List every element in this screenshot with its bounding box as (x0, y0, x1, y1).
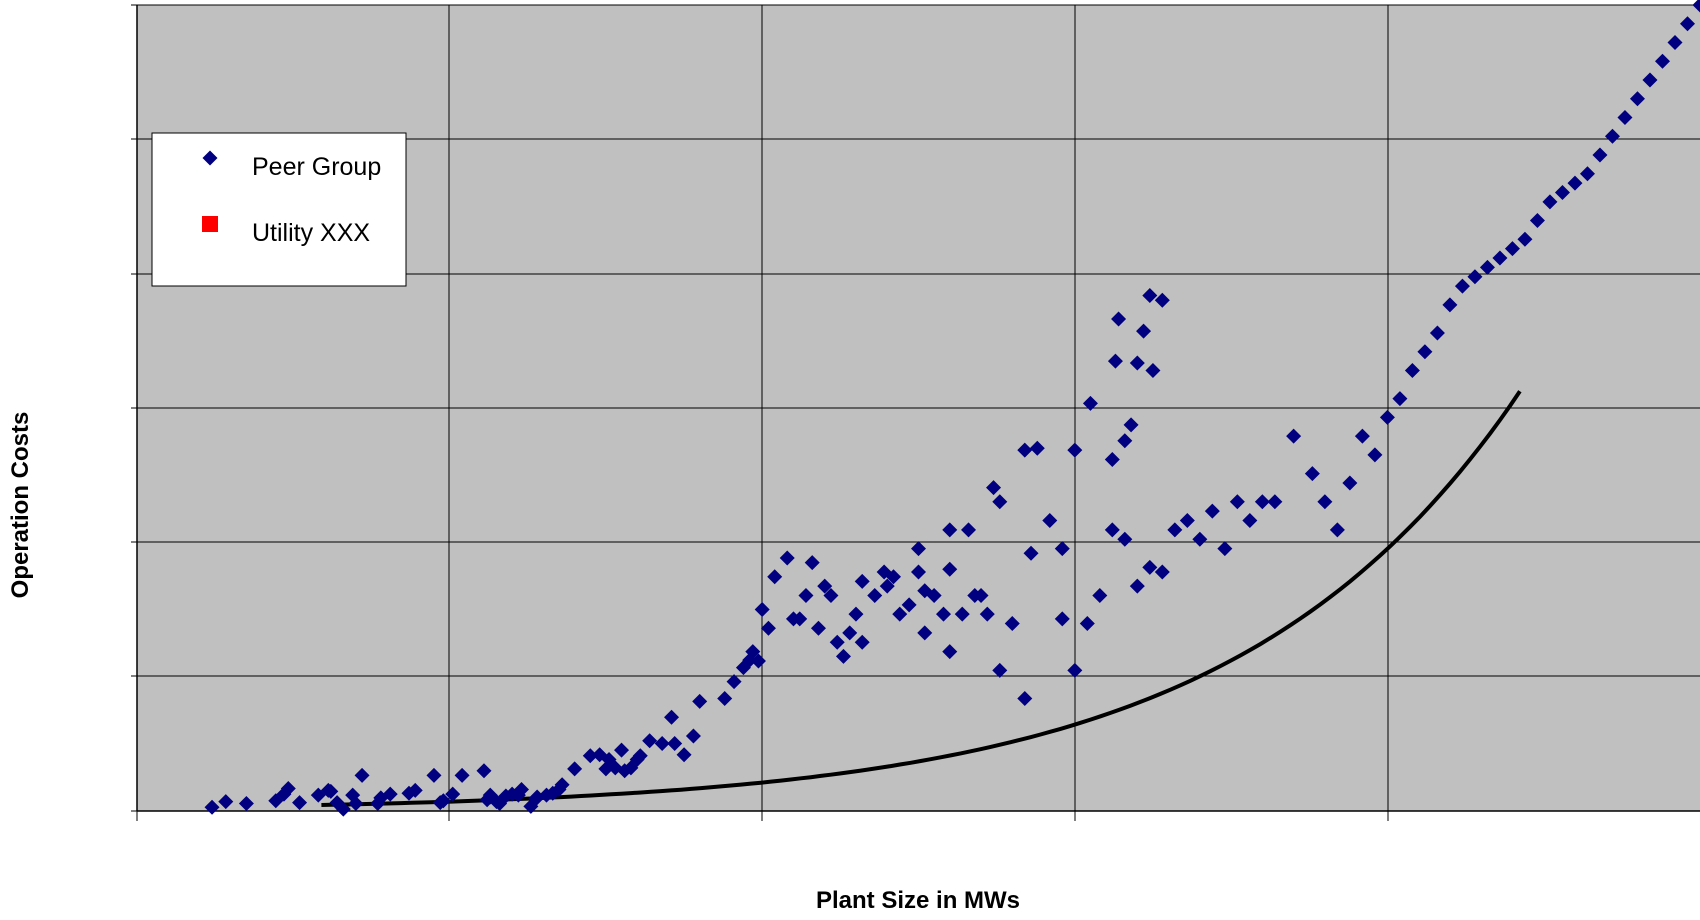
legend-marker-utility-xxx (202, 216, 218, 232)
x-axis-title: Plant Size in MWs (816, 887, 1020, 914)
legend: Peer Group Utility XXX (152, 133, 406, 286)
legend-label: Peer Group (252, 153, 381, 181)
y-axis-title: Operation Costs (7, 412, 34, 599)
legend-label: Utility XXX (252, 219, 370, 247)
